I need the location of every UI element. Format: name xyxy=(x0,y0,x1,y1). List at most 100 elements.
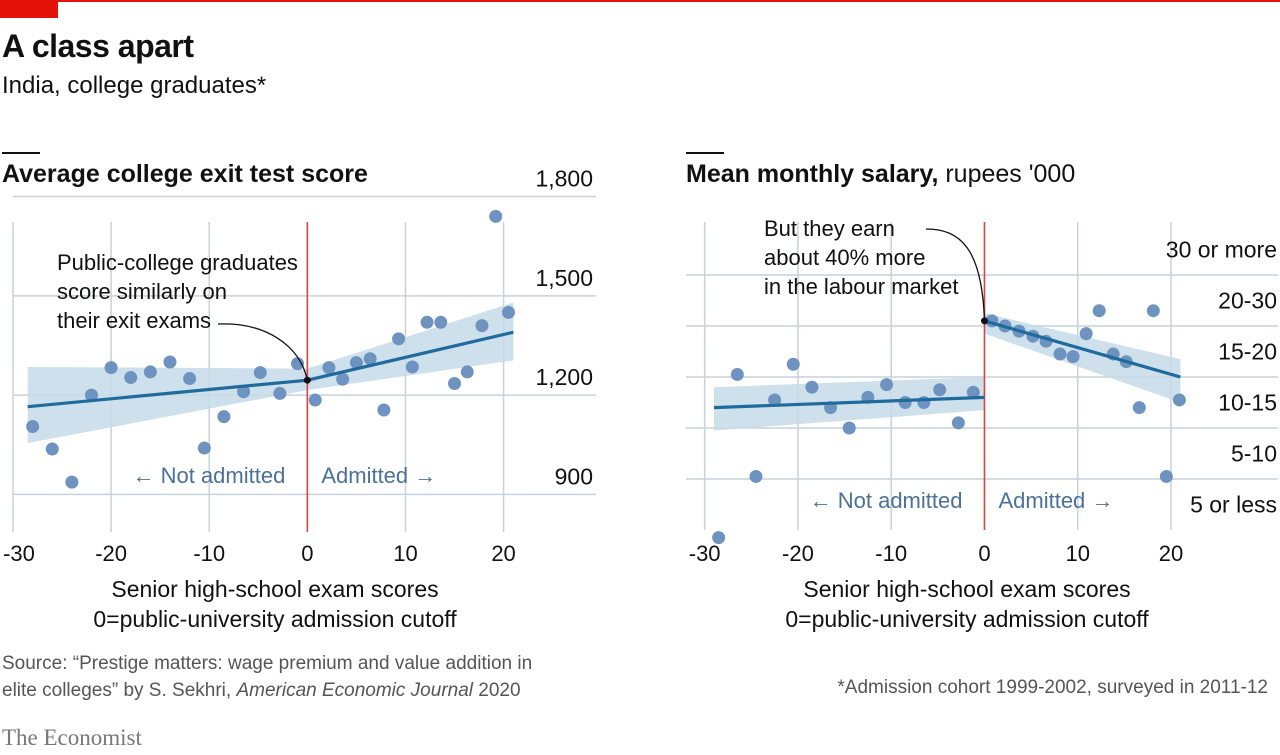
fit-line-left xyxy=(27,378,308,409)
right-chart: -30 -20 -10 0 10 20 But they earn about 40% mor… xyxy=(686,216,1278,566)
data-point xyxy=(253,366,267,380)
x-tick-label: -10 xyxy=(193,541,225,566)
annotation-text-line: Public-college graduates xyxy=(57,250,298,275)
data-point xyxy=(65,475,79,489)
salary-band-label: 20-30 xyxy=(1218,288,1277,314)
source-journal: American Economic Journal xyxy=(236,680,473,701)
source-prefix: Source: “Prestige matters: wage premium … xyxy=(2,653,533,701)
data-point xyxy=(273,386,287,400)
x-tick-label: 20 xyxy=(491,541,515,566)
left-xlabel: Senior high-school exam scores xyxy=(111,576,439,602)
x-tick-label: 10 xyxy=(1066,541,1090,566)
data-point xyxy=(805,380,819,394)
data-point xyxy=(1066,350,1080,364)
left-xlabel-sub: 0=public-university admission cutoff xyxy=(93,606,457,632)
top-red-rule xyxy=(0,0,1280,2)
data-point xyxy=(749,469,763,483)
chart-title: A class apart xyxy=(2,28,194,64)
y-tick-label: 1,500 xyxy=(535,265,593,291)
data-point xyxy=(124,371,138,385)
fit-line-right xyxy=(984,319,1181,379)
fit-line-right xyxy=(306,330,514,382)
data-point xyxy=(349,356,363,370)
fit-line-left xyxy=(713,395,985,410)
data-point xyxy=(1053,347,1067,361)
data-point xyxy=(392,332,406,346)
x-tick-label: 0 xyxy=(301,541,313,566)
salary-band-label: 5 or less xyxy=(1190,492,1277,518)
data-point xyxy=(786,357,800,371)
data-point xyxy=(163,355,177,369)
confidence-band-left xyxy=(27,366,308,444)
admitted-label: Admitted → xyxy=(321,463,436,488)
source-note: Source: “Prestige matters: wage premium … xyxy=(2,650,562,704)
y-tick-label: 900 xyxy=(555,463,593,489)
right-xlabel: Senior high-school exam scores xyxy=(803,576,1131,602)
x-tick-label: 20 xyxy=(1159,541,1183,566)
data-point xyxy=(197,441,211,455)
data-point xyxy=(217,410,231,424)
data-point xyxy=(712,531,726,545)
annotation-text-line: But they earn xyxy=(764,216,895,241)
data-point xyxy=(1159,469,1173,483)
source-year: 2020 xyxy=(473,680,521,701)
data-point xyxy=(84,388,98,402)
salary-band-label: 15-20 xyxy=(1218,339,1277,365)
red-tag xyxy=(0,0,58,18)
economist-logo: The Economist xyxy=(2,725,142,750)
annotation-text-line: in the labour market xyxy=(764,274,958,299)
footnote: *Admission cohort 1999-2002, surveyed in… xyxy=(837,677,1268,698)
x-tick-label: -20 xyxy=(782,541,814,566)
data-point xyxy=(308,393,322,407)
data-point xyxy=(405,360,419,374)
data-point xyxy=(45,442,59,456)
data-point xyxy=(322,361,336,375)
left-panel-rule xyxy=(2,152,40,154)
annotation-dot xyxy=(303,376,311,384)
data-point xyxy=(1079,327,1093,341)
not-admitted-label: ← Not admitted xyxy=(132,463,285,488)
x-tick-label: -30 xyxy=(3,541,35,566)
data-point xyxy=(104,361,118,375)
salary-band-label: 30 or more xyxy=(1166,237,1277,263)
salary-band-label: 10-15 xyxy=(1218,390,1277,416)
admitted-label: Admitted → xyxy=(998,488,1113,513)
data-point xyxy=(143,365,157,379)
x-tick-label: -20 xyxy=(95,541,127,566)
data-point xyxy=(434,315,448,329)
data-point xyxy=(363,352,377,366)
y-tick-label: 1,200 xyxy=(535,364,593,390)
right-panel-title-text: Mean monthly salary, xyxy=(686,160,939,188)
data-point xyxy=(898,396,912,409)
annotation-text-line: about 40% more xyxy=(764,245,925,270)
annotation-dot xyxy=(980,317,988,325)
right-panel-title: Mean monthly salary, rupees '000 xyxy=(686,160,1075,189)
right-panel-rule xyxy=(686,152,724,154)
annotation-leader xyxy=(925,228,986,321)
data-point xyxy=(336,372,350,386)
right-xlabel-sub: 0=public-university admission cutoff xyxy=(785,606,1149,632)
data-point xyxy=(448,377,462,391)
data-point xyxy=(1092,304,1106,318)
annotation-leader xyxy=(217,323,308,381)
data-point xyxy=(460,365,474,379)
data-point xyxy=(842,421,856,435)
x-tick-label: -10 xyxy=(875,541,907,566)
charts-svg: -30 -20 -10 0 10 20 Public-college graduates sc… xyxy=(3,166,1278,566)
data-point xyxy=(951,416,965,430)
left-panel-title: Average college exit test score xyxy=(2,160,368,188)
x-tick-label: 10 xyxy=(393,541,417,566)
data-point xyxy=(26,420,40,434)
x-tick-label: -30 xyxy=(689,541,721,566)
data-point xyxy=(420,315,434,329)
y-tick-label: 1,800 xyxy=(535,166,593,192)
data-point xyxy=(730,367,744,381)
annotation-text-line: score similarly on xyxy=(57,279,227,304)
data-point xyxy=(183,372,197,386)
data-point xyxy=(1132,401,1146,415)
chart-subtitle: India, college graduates* xyxy=(2,72,267,99)
data-point xyxy=(475,319,489,333)
data-point xyxy=(768,393,782,407)
data-point xyxy=(966,385,980,399)
data-point xyxy=(291,357,305,371)
